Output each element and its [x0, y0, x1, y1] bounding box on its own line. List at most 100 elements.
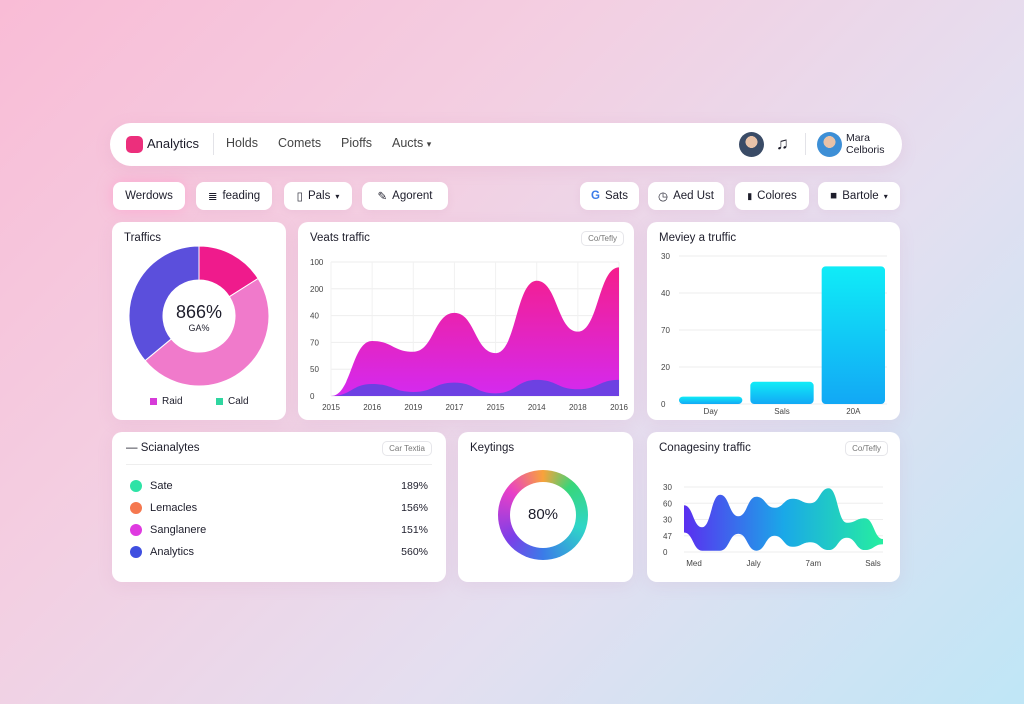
chevron-down-icon: ▾	[883, 191, 888, 201]
bar-chart-icon: ▮	[747, 190, 753, 201]
toolbar-feading-button[interactable]: ≣ feading	[196, 182, 272, 210]
color-dot-icon	[130, 524, 142, 536]
y-tick-label: 40	[661, 289, 670, 298]
list-item[interactable]: Analytics	[130, 546, 194, 558]
copy-badge-button[interactable]: Co/Tefly	[581, 231, 624, 246]
button-label: Agorent	[392, 190, 433, 202]
nav-link-holds[interactable]: Holds	[226, 136, 258, 150]
legend-label: Raid	[162, 396, 183, 407]
chevron-down-icon: ▾	[335, 191, 340, 201]
x-tick-label: 2018	[569, 403, 587, 412]
color-dot-icon	[130, 546, 142, 558]
y-tick-label: 50	[310, 365, 319, 374]
legend-label: Cald	[228, 396, 249, 407]
area-series	[331, 267, 619, 396]
color-dot-icon	[130, 502, 142, 514]
bag-icon: ■	[830, 190, 838, 202]
bar	[750, 381, 814, 404]
button-label: Werdows	[125, 190, 173, 202]
area-series	[331, 379, 619, 396]
item-label: Sanglanere	[150, 524, 207, 536]
legend-swatch	[150, 398, 157, 405]
keytings-card: Keytings 80%	[458, 432, 633, 582]
x-tick-label: Sals	[774, 407, 790, 416]
avatar[interactable]	[739, 132, 764, 157]
x-tick-label: Jaly	[747, 559, 761, 568]
x-tick-label: 2016	[363, 403, 381, 412]
toolbar-aed-ust-button[interactable]: ◷ Aed Ust	[648, 182, 724, 210]
item-label: Sate	[150, 480, 173, 492]
list-icon: ≣	[207, 191, 218, 203]
chevron-down-icon: ▾	[426, 139, 432, 149]
divider	[805, 133, 806, 155]
toolbar-werdows-button[interactable]: Werdows	[113, 182, 185, 210]
y-tick-label: 70	[310, 338, 319, 347]
traffics-donut-chart	[128, 245, 270, 387]
list-item[interactable]: Lemacles	[130, 502, 197, 514]
card-title-text: Scianalytes	[140, 442, 200, 454]
copy-badge-button[interactable]: Car Textia	[382, 441, 432, 456]
meviey-bar-chart: 0 20 70 40 30 Day Sals 20A	[661, 252, 887, 416]
clock-icon: ◷	[658, 191, 669, 203]
brand-name[interactable]: Analytics	[147, 136, 200, 151]
y-tick-label: 70	[661, 326, 670, 335]
button-label: Sats	[604, 190, 628, 202]
card-title: — Scianalytes	[126, 442, 200, 454]
x-tick-label: 20A	[846, 407, 861, 416]
user-name[interactable]: Mara Celboris	[846, 132, 885, 156]
x-tick-label: 2014	[528, 403, 546, 412]
item-label: Lemacles	[150, 502, 198, 514]
google-icon: G	[591, 190, 600, 202]
item-value: 189%	[401, 480, 428, 492]
item-label: Analytics	[150, 546, 195, 558]
item-value: 151%	[401, 524, 428, 536]
divider	[126, 464, 432, 465]
meviey-traffic-card: Meviey a truffic 0 20 70 40 30 Day Sals 20A	[647, 222, 900, 420]
toolbar-agorent-button[interactable]: ✎SatsAgorent	[362, 182, 448, 210]
donut-center-value: 866%	[175, 302, 223, 322]
user-first-name: Mara	[846, 132, 870, 144]
button-label: Colores	[757, 190, 797, 202]
nav-link-aucts[interactable]: Aucts ▾	[392, 136, 431, 150]
notification-icon[interactable]: ♫	[776, 134, 789, 153]
divider	[213, 133, 214, 155]
clipboard-icon: ▯	[296, 191, 303, 203]
x-tick-label: 2017	[446, 403, 464, 412]
toolbar-bartole-dropdown[interactable]: ■ Bartole ▾	[818, 182, 900, 210]
donut-center-sub: GA%	[188, 323, 210, 333]
conagesiny-area-chart: 0 47 30 60 30 Med Jaly 7am Sals	[663, 483, 883, 568]
button-label: feading	[222, 190, 261, 202]
toolbar-pals-dropdown[interactable]: ▯ Pals ▾	[284, 182, 352, 210]
user-avatar[interactable]	[817, 132, 842, 157]
conagesiny-traffic-card: Conagesiny traffic Co/Tefly 0 47 30 60 30 Med…	[647, 432, 900, 582]
card-title: Meviey a truffic	[659, 232, 737, 244]
nav-link-pioffs[interactable]: Pioffs	[341, 136, 373, 150]
button-label: Bartole	[842, 190, 879, 202]
card-title: Traffics	[124, 232, 162, 244]
bar	[679, 396, 743, 404]
color-dot-icon	[130, 480, 142, 492]
button-label: Pals	[307, 190, 331, 202]
y-tick-label: 20	[661, 363, 670, 372]
y-tick-label: 30	[663, 483, 672, 492]
list-item[interactable]: Sanglanere	[130, 524, 206, 536]
y-tick-label: 100	[310, 258, 324, 267]
y-tick-label: 30	[661, 252, 670, 261]
analytics-logo-icon	[126, 136, 143, 153]
user-last-name: Celboris	[846, 144, 885, 156]
x-tick-label: Med	[686, 559, 702, 568]
copy-badge-button[interactable]: Co/Tefly	[845, 441, 888, 456]
collapse-icon[interactable]: —	[126, 442, 138, 454]
toolbar-sats-button[interactable]: G Sats	[580, 182, 639, 210]
bar	[821, 266, 885, 404]
item-value: 156%	[401, 502, 428, 514]
y-tick-label: 0	[310, 392, 315, 401]
x-tick-label: 2015	[487, 403, 505, 412]
x-tick-label: 2015	[322, 403, 340, 412]
list-item[interactable]: Sate	[130, 480, 173, 492]
veats-area-chart: 0 50 70 40 200 100 2015 2016 2019 2017 2015 2014 201…	[310, 258, 628, 412]
nav-link-comets[interactable]: Comets	[278, 136, 322, 150]
donut-slice	[144, 277, 270, 387]
traffics-card: Traffics 866% GA% Raid Cald	[112, 222, 286, 420]
toolbar-colores-button[interactable]: ▮ Colores	[735, 182, 809, 210]
